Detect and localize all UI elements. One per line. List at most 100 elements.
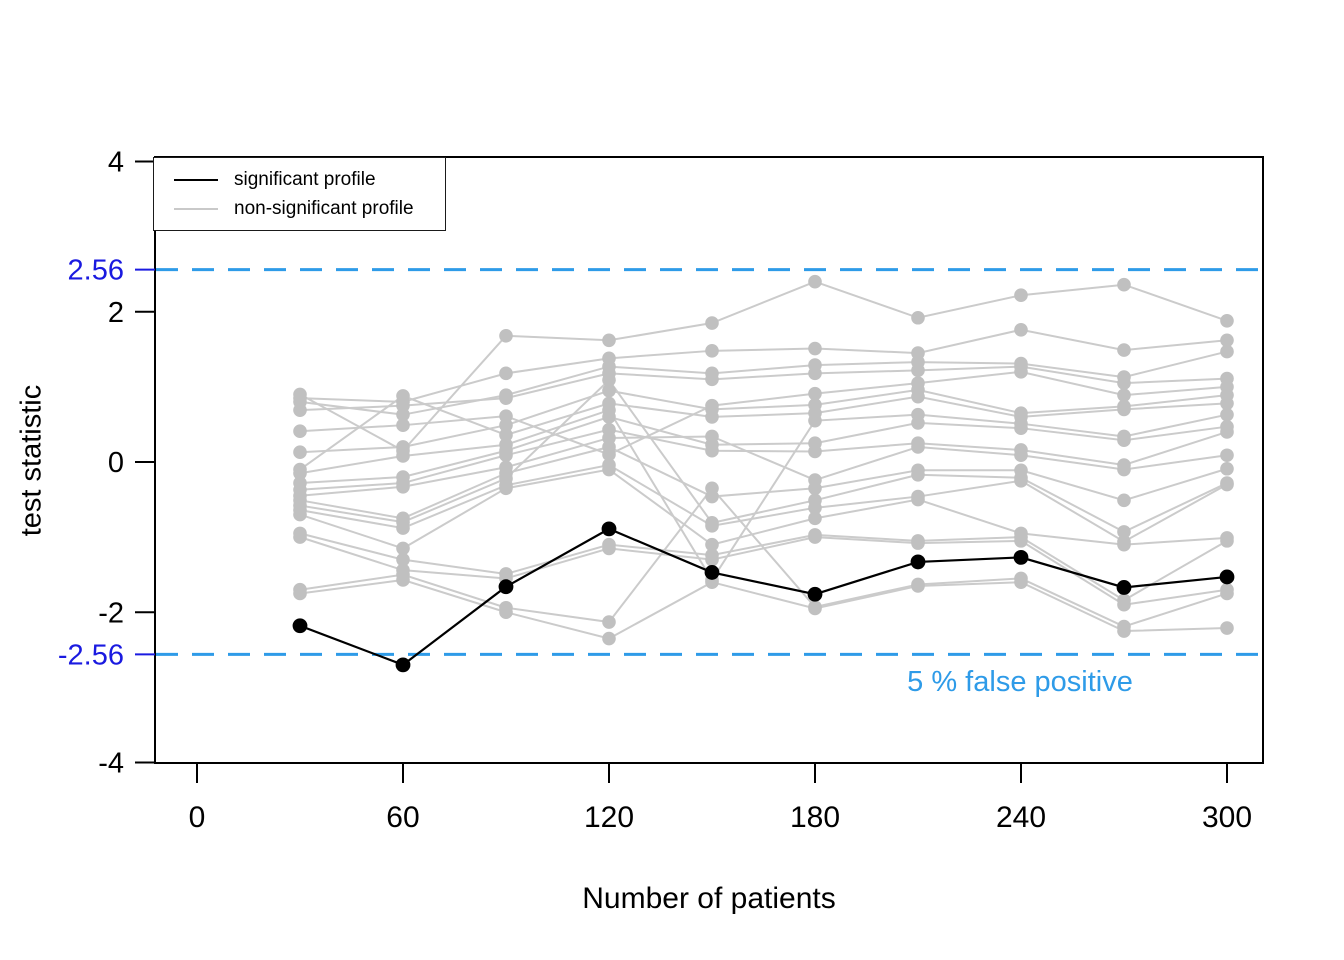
non-significant-dot: [1117, 493, 1131, 508]
x-axis-title: Number of patients: [582, 882, 836, 915]
non-significant-dot: [293, 403, 307, 417]
non-significant-dot: [911, 492, 925, 507]
non-significant-dot: [1220, 477, 1234, 492]
non-significant-profile-line: [299, 328, 1228, 403]
non-significant-dot: [293, 424, 307, 438]
non-significant-dot: [499, 418, 513, 432]
non-significant-dot: [705, 410, 719, 424]
non-significant-dot: [1014, 288, 1028, 303]
non-significant-profile-line: [299, 435, 1228, 497]
non-significant-dot: [705, 552, 719, 567]
non-significant-dot: [1117, 402, 1131, 417]
non-significant-dot: [808, 341, 822, 356]
non-significant-profile-line: [299, 365, 1228, 412]
legend-label-non-significant: non-significant profile: [234, 197, 414, 219]
non-significant-dot: [911, 467, 925, 482]
non-significant-dot: [293, 530, 307, 544]
non-significant-dot: [808, 501, 822, 515]
non-significant-profile-line: [299, 280, 1228, 452]
non-significant-dot: [499, 605, 513, 620]
non-significant-profile-line: [299, 394, 1228, 471]
non-significant-dot: [396, 398, 410, 413]
non-significant-dot: [705, 481, 719, 496]
x-tick-label: 300: [1202, 801, 1252, 834]
non-significant-dot: [396, 449, 410, 463]
non-significant-dot: [602, 383, 616, 398]
plot-box: [154, 156, 1264, 764]
significant-dot: [910, 554, 926, 570]
y-tick-label: -2.56: [58, 639, 124, 671]
non-significant-profile-line: [299, 428, 1228, 491]
non-significant-dot: [1014, 448, 1028, 463]
non-significant-profile-line: [299, 378, 1228, 533]
non-significant-dot: [705, 316, 719, 330]
non-significant-dot: [911, 389, 925, 404]
non-significant-dot: [602, 462, 616, 477]
significant-dot: [1219, 569, 1235, 585]
non-significant-dot: [293, 466, 307, 481]
y-axis-title: test statistic: [15, 384, 48, 537]
non-significant-dot: [1014, 534, 1028, 548]
non-significant-dot: [1117, 376, 1131, 390]
non-significant-dot: [1220, 313, 1234, 328]
y-tick-label: 0: [108, 447, 124, 479]
non-significant-dot: [705, 537, 719, 552]
non-significant-dot: [808, 366, 822, 381]
non-significant-dot: [396, 521, 410, 535]
non-significant-dot: [602, 541, 616, 556]
x-tick-label: 60: [386, 801, 419, 834]
non-significant-dot: [808, 444, 822, 459]
non-significant-dot: [1117, 433, 1131, 448]
non-significant-dot: [396, 573, 410, 587]
non-significant-dot: [396, 541, 410, 556]
non-significant-dot: [911, 536, 925, 550]
y-tick-label: -2: [98, 597, 124, 629]
non-significant-dot: [1220, 407, 1234, 422]
non-significant-dot: [1220, 448, 1234, 463]
non-significant-dot: [1014, 365, 1028, 379]
non-significant-dot: [602, 333, 616, 348]
non-significant-dot: [808, 530, 822, 544]
non-significant-profile-line: [299, 370, 1228, 456]
non-significant-dot: [705, 519, 719, 533]
non-significant-dot: [602, 440, 616, 454]
non-significant-profile-line: [299, 463, 1228, 543]
y-tick-label: 4: [108, 147, 124, 179]
non-significant-dot: [808, 386, 822, 401]
non-significant-dot: [1117, 525, 1131, 539]
threshold-lines: [156, 268, 1262, 656]
non-significant-dot: [705, 443, 719, 458]
non-significant-dot: [1014, 575, 1028, 589]
legend: significant profile non-significant prof…: [153, 157, 446, 231]
non-significant-dot: [602, 373, 616, 387]
non-significant-dot: [1220, 425, 1234, 439]
non-significant-dot: [1014, 322, 1028, 337]
non-significant-dot: [499, 448, 513, 463]
false-positive-annotation: 5 % false positive: [907, 666, 1133, 698]
non-significant-dot: [293, 507, 307, 522]
non-significant-dot: [808, 601, 822, 616]
significant-dot: [807, 586, 823, 602]
non-significant-profile-line: [299, 388, 1228, 454]
non-significant-profile-line: [299, 415, 1228, 485]
non-significant-dot: [396, 389, 410, 403]
non-significant-dot: [1117, 462, 1131, 477]
non-significant-dot: [499, 328, 513, 343]
non-significant-dot: [1220, 461, 1234, 476]
x-tick-label: 180: [790, 801, 840, 834]
legend-item-significant: significant profile: [154, 169, 445, 191]
non-significant-dot: [705, 372, 719, 387]
non-significant-dot: [1117, 597, 1131, 612]
significant-dot: [1013, 550, 1029, 565]
non-significant-dot: [499, 481, 513, 496]
y-tick-label: 2.56: [68, 255, 124, 287]
significant-dot: [704, 565, 720, 580]
non-significant-dot: [911, 416, 925, 430]
non-significant-dot: [1117, 388, 1131, 402]
non-significant-profile-line: [299, 350, 1228, 416]
non-significant-profile-line: [299, 578, 1228, 640]
significant-dot: [498, 579, 514, 595]
non-significant-dot: [1117, 624, 1131, 638]
